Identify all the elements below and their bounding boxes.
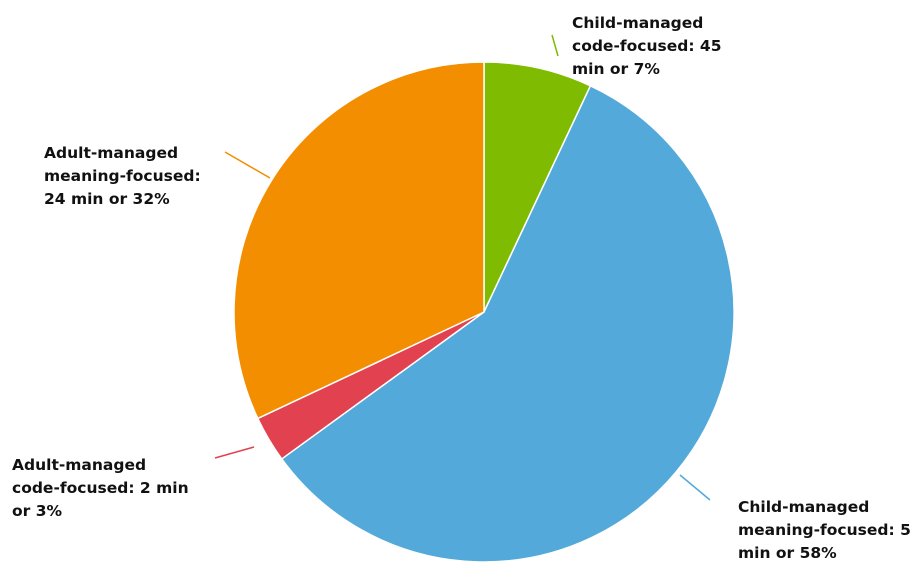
data-label-line: meaning-focused: 5 xyxy=(738,521,911,539)
data-label-line: code-focused: 45 xyxy=(572,37,722,55)
connector-line xyxy=(214,446,255,459)
pie-slice-child-managed-meaning-focused[interactable] xyxy=(281,85,735,562)
labels-layer: Child-managed code-focused: 45 min or 7%Ch… xyxy=(12,14,911,562)
connector-line xyxy=(551,34,559,57)
data-label: Adult-managed code-focused: 2 min or 3% xyxy=(12,456,189,520)
pie-slice-adult-managed-meaning-focused[interactable] xyxy=(233,61,485,420)
data-label-line: Adult-managed xyxy=(44,144,178,162)
data-label-line: Adult-managed xyxy=(12,456,146,474)
slices-layer xyxy=(233,61,735,562)
connector-line xyxy=(224,151,271,179)
data-label-line: Child-managed xyxy=(572,14,703,32)
data-label: Adult-managed meaning-focused: 24 min or 3… xyxy=(44,144,201,208)
data-label-line: 24 min or 32% xyxy=(44,190,170,208)
data-label-line: Child-managed xyxy=(738,498,869,516)
data-label-line: meaning-focused: xyxy=(44,167,201,185)
connector-line xyxy=(679,474,711,501)
connectors-layer xyxy=(214,34,711,501)
data-label: Child-managed code-focused: 45 min or 7% xyxy=(572,14,722,78)
data-label: Child-managed meaning-focused: 5 min or 58… xyxy=(738,498,911,562)
data-label-line: min or 58% xyxy=(738,544,837,562)
pie-slice-child-managed-code-focused[interactable] xyxy=(483,61,592,313)
data-label-line: code-focused: 2 min xyxy=(12,479,189,497)
data-label-line: or 3% xyxy=(12,502,62,520)
data-label-line: min or 7% xyxy=(572,60,660,78)
